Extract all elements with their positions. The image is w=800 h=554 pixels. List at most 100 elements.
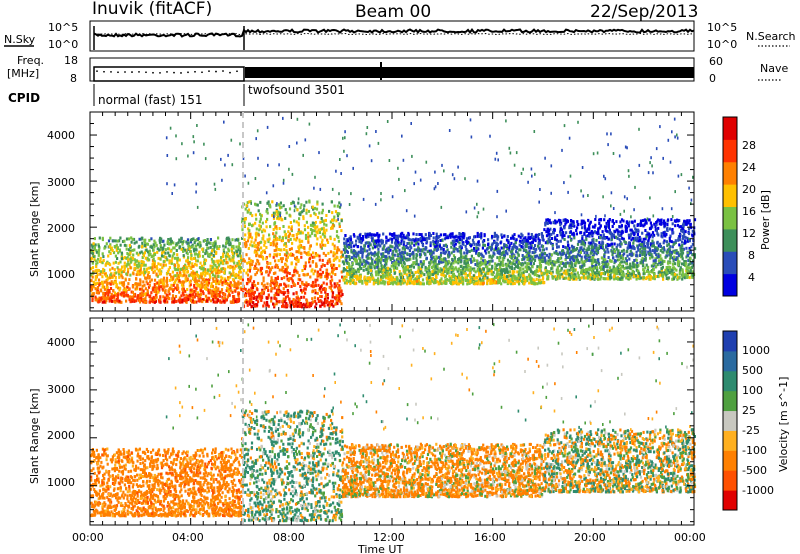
echo-cell [192, 264, 195, 268]
echo-cell [120, 300, 123, 304]
echo-cell [96, 281, 99, 285]
echo-cell [289, 221, 292, 224]
echo-cell [109, 268, 112, 272]
echo-cell [235, 286, 238, 290]
echo-cell [278, 206, 282, 210]
echo-cell [112, 251, 116, 255]
echo-cell [415, 259, 418, 263]
echo-cell [465, 258, 468, 262]
echo-cell [482, 270, 485, 273]
echo-cell [248, 300, 252, 304]
echo-cell [218, 263, 221, 267]
echo-cell [337, 291, 340, 295]
echo-cell [318, 272, 321, 276]
echo-cell [449, 235, 452, 239]
echo-cell [509, 274, 512, 278]
echo-cell [427, 266, 431, 270]
echo-cell [301, 269, 304, 272]
echo-cell [142, 254, 145, 258]
echo-cell [338, 286, 341, 290]
echo-cell [329, 281, 332, 285]
echo-cell [338, 205, 342, 209]
echo-cell [118, 239, 121, 243]
echo-cell [238, 268, 241, 272]
echo-cell [168, 292, 171, 296]
echo-cell [306, 302, 310, 306]
echo-cell [365, 255, 368, 259]
echo-cell [131, 237, 134, 241]
echo-cell [255, 267, 258, 270]
echo-cell [442, 267, 445, 271]
echo-cell [233, 283, 236, 287]
echo-cell [324, 295, 327, 299]
echo-cell [224, 254, 227, 258]
echo-cell [588, 222, 591, 226]
echo-cell [250, 259, 253, 263]
echo-cell [150, 237, 153, 241]
echo-cell [508, 244, 511, 248]
echo-cell [174, 278, 177, 282]
echo-cell [186, 270, 189, 274]
echo-cell [177, 277, 181, 280]
echo-cell [314, 299, 317, 303]
echo-cell [178, 279, 181, 283]
echo-cell [276, 252, 279, 256]
echo-cell [420, 241, 424, 244]
echo-cell [368, 252, 371, 256]
echo-cell [316, 291, 319, 295]
echo-cell [348, 264, 351, 267]
echo-cell [475, 276, 478, 279]
echo-cell [240, 275, 243, 279]
echo-cell [238, 270, 241, 274]
echo-cell [186, 288, 189, 291]
echo-cell [482, 255, 485, 259]
echo-cell [494, 265, 497, 269]
echo-cell [359, 239, 362, 243]
echo-cell [249, 243, 252, 247]
echo-cell [292, 253, 295, 257]
echo-cell [412, 265, 415, 269]
echo-cell [466, 261, 469, 265]
echo-cell [486, 281, 489, 285]
echo-cell [199, 292, 202, 296]
nave-dot [208, 70, 210, 73]
echo-cell [307, 240, 310, 244]
echo-cell [453, 279, 456, 283]
echo-cell [232, 244, 235, 248]
echo-cell [389, 244, 392, 248]
echo-cell [328, 272, 331, 276]
echo-cell [168, 259, 171, 263]
echo-cell [159, 257, 162, 261]
echo-cell [245, 300, 248, 304]
echo-cell [200, 276, 203, 280]
echo-cell [91, 245, 94, 249]
echo-cell [268, 270, 271, 274]
echo-cell [280, 291, 284, 295]
echo-cell [619, 244, 622, 248]
echo-cell [180, 236, 183, 240]
echo-cell [381, 276, 384, 280]
echo-cell [619, 220, 622, 224]
echo-cell [104, 274, 108, 278]
echo-cell [459, 279, 462, 283]
echo-cell [106, 283, 109, 287]
echo-cell [95, 250, 98, 254]
echo-cell [189, 299, 193, 302]
echo-cell [464, 265, 467, 269]
echo-cell [125, 237, 129, 241]
echo-cell [241, 217, 244, 221]
echo-cell [162, 276, 166, 280]
echo-cell [529, 244, 532, 248]
echo-cell [378, 270, 381, 274]
echo-cell [95, 275, 98, 279]
echo-cell [151, 245, 154, 249]
echo-cell [308, 305, 311, 309]
echo-cell [161, 251, 164, 255]
echo-cell [452, 261, 455, 265]
echo-cell [455, 260, 458, 264]
echo-cell [261, 221, 264, 225]
echo-cell [522, 274, 525, 278]
echo-cell [331, 278, 334, 282]
echo-cell [318, 288, 321, 292]
echo-cell [125, 256, 128, 260]
